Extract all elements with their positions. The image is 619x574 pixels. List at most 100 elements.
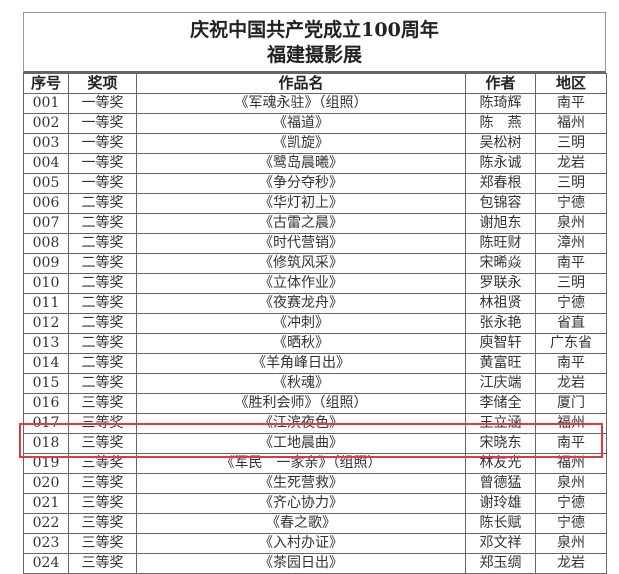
cell-work: 《华灯初上》 [136, 193, 466, 214]
cell-author: 宋晞焱 [465, 253, 536, 274]
cell-award: 三等奖 [68, 493, 137, 514]
cell-award: 三等奖 [68, 433, 137, 454]
cell-number: 007 [23, 213, 69, 234]
cell-award: 二等奖 [68, 333, 137, 354]
cell-region: 宁德 [535, 493, 607, 514]
cell-work: 《鹭岛晨曦》 [136, 153, 466, 174]
cell-author: 曾德猛 [465, 473, 536, 494]
table-row: 010 二等奖 《立体作业》 罗联永 三明 [23, 273, 607, 294]
table-row: 005 一等奖 《争分夺秒》 郑春根 三明 [23, 173, 607, 194]
table-row: 020 三等奖 《生死营救》 曾德猛 泉州 [23, 473, 607, 494]
cell-number: 015 [23, 373, 69, 394]
cell-work: 《福道》 [136, 113, 466, 134]
cell-author: 林友光 [465, 453, 536, 474]
cell-award: 三等奖 [68, 453, 137, 474]
cell-region: 三明 [535, 173, 607, 194]
cell-author: 江庆端 [465, 373, 536, 394]
cell-work: 《江滨夜色》 [136, 413, 466, 434]
cell-author: 罗联永 [465, 273, 536, 294]
cell-number: 013 [23, 333, 69, 354]
cell-region: 广东省 [535, 333, 607, 354]
cell-number: 022 [23, 513, 69, 534]
header-award: 奖项 [68, 73, 137, 94]
cell-region: 泉州 [535, 473, 607, 494]
cell-author: 吴松树 [465, 133, 536, 154]
awards-table: 序号 奖项 作品名 作者 地区 001 一等奖 《军魂永驻》（组照） 陈琦辉 南平 002… [23, 73, 607, 574]
cell-number: 023 [23, 533, 69, 554]
cell-award: 一等奖 [68, 113, 137, 134]
cell-work: 《军魂永驻》（组照） [136, 93, 466, 114]
cell-region: 三明 [535, 133, 607, 154]
cell-award: 三等奖 [68, 413, 137, 434]
cell-region: 龙岩 [535, 553, 607, 574]
cell-author: 郑玉绸 [465, 553, 536, 574]
table-row: 002 一等奖 《福道》陈 燕福州 [23, 113, 607, 134]
cell-author: 王立涵 [465, 413, 536, 434]
header-work: 作品名 [136, 73, 466, 94]
cell-number: 011 [23, 293, 69, 314]
table-row: 004 一等奖 《鹭岛晨曦》 陈永诚 龙岩 [23, 153, 607, 174]
cell-region: 三明 [535, 273, 607, 294]
cell-number: 002 [23, 113, 69, 134]
cell-number: 001 [23, 93, 69, 114]
header-number: 序号 [23, 73, 69, 94]
cell-work: 《夜赛龙舟》 [136, 293, 466, 314]
cell-region: 宁德 [535, 293, 607, 314]
title-line-1: 庆祝中国共产党成立100周年 [190, 19, 439, 41]
cell-region: 泉州 [535, 533, 607, 554]
cell-author: 包锦容 [465, 193, 536, 214]
cell-region: 漳州 [535, 233, 607, 254]
table-row: 009 二等奖 《修筑风采》 宋晞焱 南平 [23, 253, 607, 274]
cell-work: 《入村办证》 [136, 533, 466, 554]
cell-award: 二等奖 [68, 273, 137, 294]
cell-region: 南平 [535, 253, 607, 274]
cell-region: 南平 [535, 433, 607, 454]
header-author: 作者 [465, 73, 536, 94]
cell-work: 《古雷之晨》 [136, 213, 466, 234]
cell-award: 二等奖 [68, 193, 137, 214]
cell-award: 一等奖 [68, 93, 137, 114]
cell-award: 二等奖 [68, 293, 137, 314]
cell-number: 018 [23, 433, 69, 454]
table-row: 014 二等奖 《羊角峰日出》 黄富旺 南平 [23, 353, 607, 374]
cell-work: 《羊角峰日出》 [136, 353, 466, 374]
cell-number: 016 [23, 393, 69, 414]
table-row: 011 二等奖 《夜赛龙舟》 林祖贤 宁德 [23, 293, 607, 314]
cell-work: 《晒秋》 [136, 333, 466, 354]
cell-work: 《胜利会师》（组照） [136, 393, 466, 414]
cell-number: 010 [23, 273, 69, 294]
header-row: 序号 奖项 作品名 作者 地区 [23, 73, 607, 94]
cell-award: 一等奖 [68, 173, 137, 194]
cell-award: 一等奖 [68, 133, 137, 154]
cell-number: 005 [23, 173, 69, 194]
table-row: 024 三等奖 《茶园日出》 郑玉绸 龙岩 [23, 553, 607, 574]
table-row: 018 三等奖 《工地晨曲》 宋晓东 南平 [23, 433, 607, 454]
cell-region: 宁德 [535, 513, 607, 534]
cell-award: 二等奖 [68, 213, 137, 234]
cell-work: 《春之歌》 [136, 513, 466, 534]
cell-author: 张永艳 [465, 313, 536, 334]
title-line-2: 福建摄影展 [266, 44, 362, 66]
header-region: 地区 [535, 73, 607, 94]
table-row: 015 二等奖 《秋魂》 江庆端 龙岩 [23, 373, 607, 394]
cell-author: 林祖贤 [465, 293, 536, 314]
award-document: 庆祝中国共产党成立100周年 福建摄影展 序号 奖项 作品名 作者 地区 001… [23, 12, 607, 574]
cell-award: 二等奖 [68, 313, 137, 334]
cell-work: 《争分夺秒》 [136, 173, 466, 194]
cell-work: 《时代营销》 [136, 233, 466, 254]
cell-award: 二等奖 [68, 353, 137, 374]
cell-author: 谢旭东 [465, 213, 536, 234]
cell-author: 宋晓东 [465, 433, 536, 454]
table-row: 013 二等奖 《晒秋》 庾智轩 广东省 [23, 333, 607, 354]
cell-author: 陈 燕 [465, 113, 536, 134]
cell-number: 003 [23, 133, 69, 154]
cell-number: 006 [23, 193, 69, 214]
table-row: 001 一等奖 《军魂永驻》（组照） 陈琦辉 南平 [23, 93, 607, 114]
cell-number: 012 [23, 313, 69, 334]
cell-number: 009 [23, 253, 69, 274]
cell-work: 《工地晨曲》 [136, 433, 466, 454]
cell-author: 谢玲雄 [465, 493, 536, 514]
cell-author: 李储全 [465, 393, 536, 414]
cell-author: 黄富旺 [465, 353, 536, 374]
cell-author: 庾智轩 [465, 333, 536, 354]
